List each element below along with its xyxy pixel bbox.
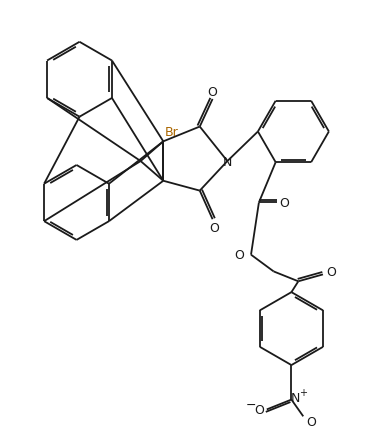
Text: O: O — [234, 249, 244, 261]
Text: O: O — [306, 415, 316, 428]
Text: −: − — [246, 398, 256, 411]
Text: Br: Br — [164, 126, 178, 138]
Text: O: O — [254, 403, 264, 416]
Text: +: + — [299, 387, 307, 397]
Text: O: O — [210, 221, 219, 234]
Text: N: N — [223, 155, 232, 168]
Text: O: O — [208, 86, 218, 98]
Text: O: O — [326, 265, 336, 278]
Text: N: N — [291, 391, 300, 404]
Text: O: O — [280, 197, 290, 209]
